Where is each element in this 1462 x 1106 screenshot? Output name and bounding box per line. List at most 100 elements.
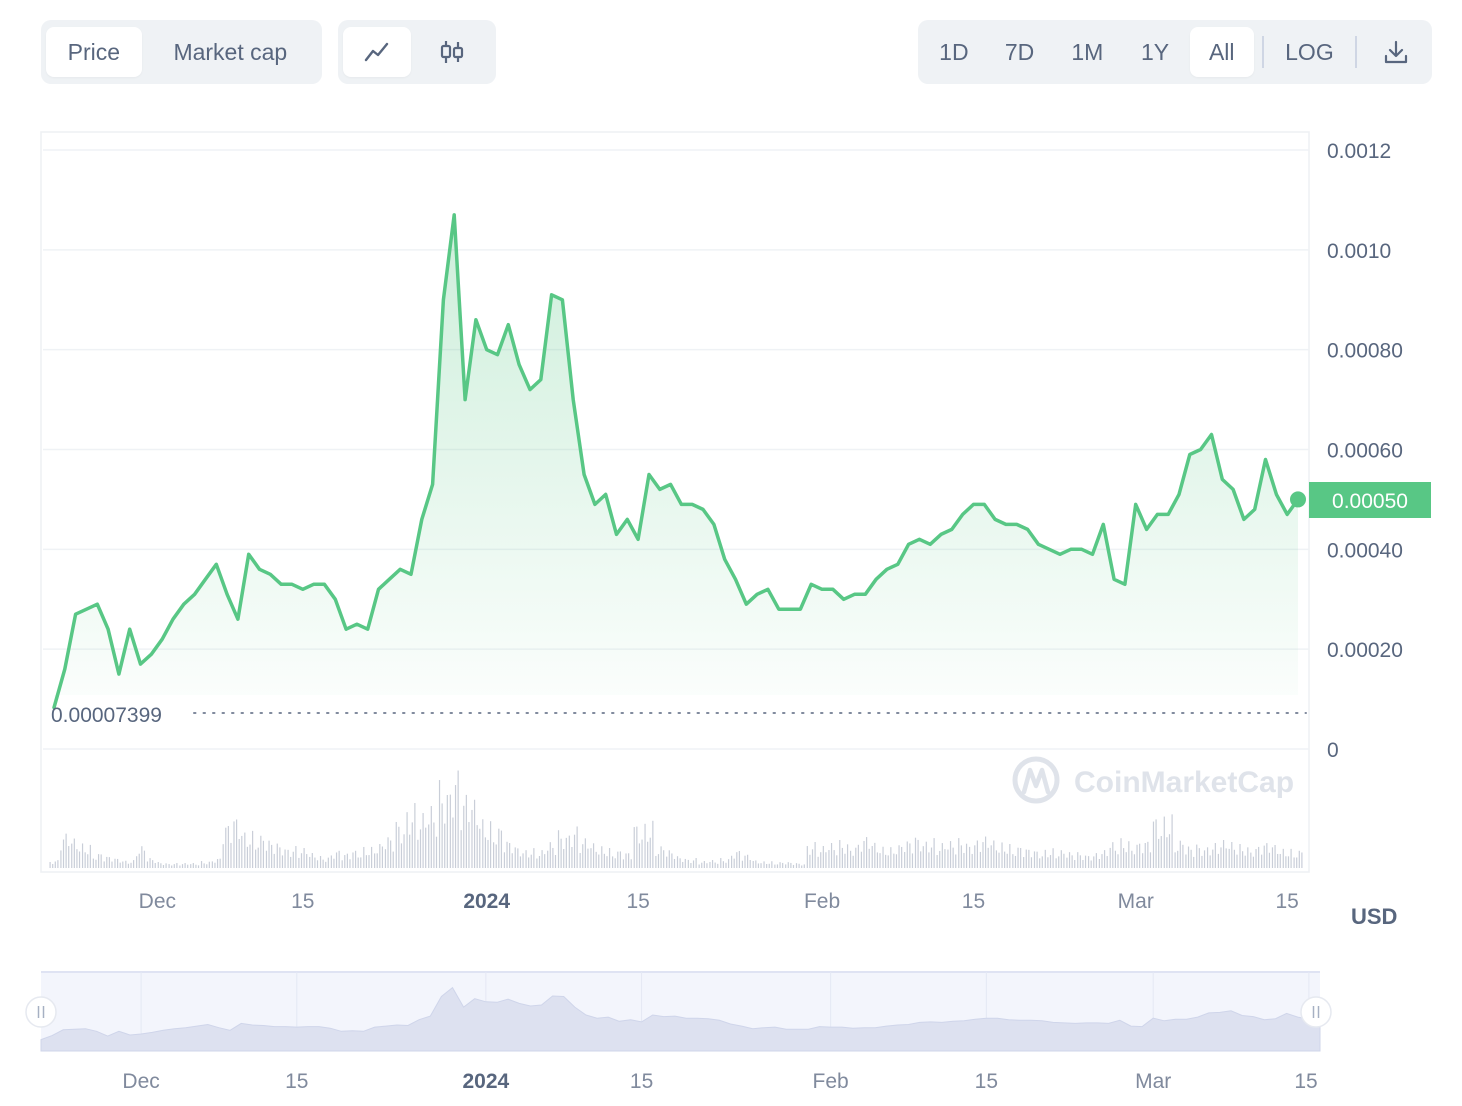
volume-bar [290,856,292,868]
volume-bar [549,842,551,868]
log-scale-button[interactable]: LOG [1285,38,1334,65]
volume-bar [230,842,232,868]
volume-bar [833,850,835,868]
navigator-series [40,986,1321,1052]
range-navigator[interactable] [25,971,1332,1052]
volume-bar [987,847,989,868]
volume-bar [52,863,54,868]
volume-bar [911,853,914,868]
volume-bar [1084,855,1087,868]
volume-bar [1261,854,1263,868]
volume-bar [544,854,546,868]
x-tick-label: 15 [291,890,314,913]
volume-bar [1282,848,1284,868]
volume-bar [714,862,716,868]
volume-bar [1187,846,1190,868]
volume-bar [771,861,773,868]
metric-toggle: Price Market cap [41,20,322,84]
volume-bar [717,863,719,868]
volume-bar [998,852,1000,868]
volume-bar [976,840,978,868]
navigator-left-handle-knob[interactable] [25,996,57,1028]
navigator-x-tick-label: 15 [1294,1070,1317,1093]
volume-bar [528,857,530,868]
volume-bar [874,842,876,868]
volume-bar [1214,843,1216,868]
volume-bar [846,844,849,868]
volume-bar [500,830,503,868]
navigator-left-handle[interactable] [25,996,57,1028]
volume-bar [1263,845,1265,868]
volume-bar [138,853,140,868]
range-1m-button[interactable]: 1M [1071,38,1104,65]
volume-bar [1177,850,1179,868]
volume-bar [541,850,543,868]
volume-bar [1004,851,1006,868]
volume-bar [922,846,924,868]
volume-bar [1087,856,1090,868]
volume-bar [430,806,432,868]
range-1y-button[interactable]: 1Y [1140,38,1170,65]
x-tick-label: Feb [804,890,840,913]
volume-bar [1136,844,1138,868]
volume-bar [179,865,181,868]
current-price-tag [1309,482,1431,518]
volume-bar [498,828,500,868]
volume-bar [990,845,992,868]
volume-bar [857,844,859,868]
volume-bar [444,823,446,868]
volume-bar [1001,842,1003,868]
volume-bar [687,859,689,868]
volume-bar [641,839,643,868]
volume-bar [187,864,189,868]
volume-bar [571,846,573,868]
volume-bar [206,864,208,868]
volume-bar [633,827,635,868]
volume-bar [435,836,438,868]
volume-bar [122,861,124,868]
volume-bar [208,861,210,868]
market-cap-tab[interactable]: Market cap [173,38,288,65]
volume-bar [1198,848,1200,868]
volume-bar [335,852,338,868]
volume-bar [554,854,557,868]
volume-bar [1066,857,1068,868]
range-7d-button[interactable]: 7D [1004,38,1035,65]
volume-bar [1074,859,1076,868]
volume-bar [698,864,700,868]
volume-bar [314,857,316,868]
volume-bar [81,843,84,868]
range-all-button[interactable]: All [1189,27,1254,77]
navigator-right-handle-knob[interactable] [1300,996,1332,1028]
volume-bar [557,830,560,868]
download-button[interactable] [1365,27,1427,77]
download-icon [1385,40,1408,64]
toolbar-separator [1261,36,1264,68]
volume-bar [1247,847,1249,868]
price-tab[interactable]: Price [46,27,142,77]
y-tick-label: 0.0010 [1327,240,1391,263]
volume-bar [1098,858,1100,868]
volume-bar [222,844,224,868]
volume-bar [809,854,811,868]
volume-bar [414,803,416,868]
volume-bar [1047,857,1049,868]
volume-bar [1039,858,1041,868]
volume-bar [506,841,508,868]
current-price-tag-label: 0.00050 [1332,490,1408,513]
volume-bar [300,853,303,868]
navigator-right-handle[interactable] [1300,996,1332,1028]
candlestick-button[interactable] [413,27,491,77]
current-price-dot [1290,491,1306,508]
price-line[interactable] [52,213,1300,710]
range-1d-button[interactable]: 1D [939,38,969,65]
volume-bar [463,805,465,868]
line-chart-button[interactable] [343,27,411,77]
volume-bar [1060,850,1062,868]
volume-bar [855,847,857,868]
volume-bar [168,864,170,868]
volume-bar [782,862,784,868]
volume-bar [108,857,110,868]
volume-bar [1112,842,1114,868]
